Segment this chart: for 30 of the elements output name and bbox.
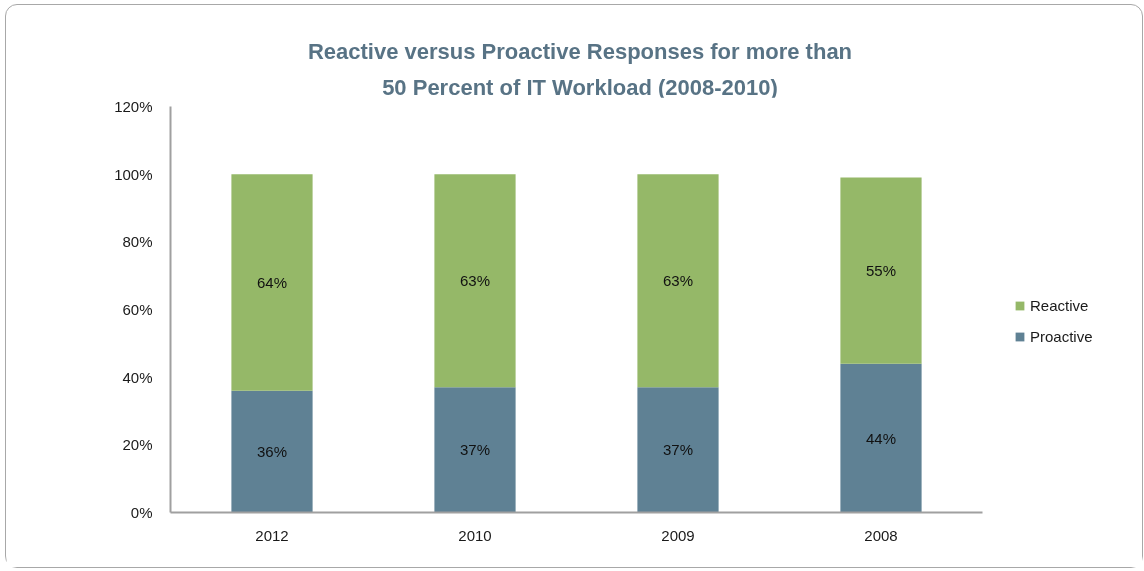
data-label: 37%: [662, 441, 694, 459]
y-tick-label: 0%: [130, 504, 153, 521]
x-tick-label: 2008: [864, 526, 898, 544]
y-tick-label: 80%: [122, 233, 153, 251]
bar: [637, 174, 719, 388]
data-label: 63%: [662, 272, 694, 290]
legend-label: Reactive: [1030, 297, 1089, 314]
data-label: 63%: [459, 272, 491, 290]
x-tick-label: 2009: [661, 526, 695, 544]
data-label: 36%: [256, 443, 288, 461]
data-label: 64%: [256, 273, 288, 291]
bar: [434, 174, 516, 388]
legend-label: Proactive: [1030, 328, 1093, 345]
bar: [231, 390, 313, 513]
data-label: 37%: [459, 441, 491, 459]
x-tick-label: 2012: [255, 526, 289, 544]
data-label: 44%: [865, 429, 897, 447]
bar: [840, 177, 922, 364]
y-tick-label: 60%: [122, 301, 153, 318]
y-tick-label: 40%: [122, 368, 153, 386]
y-tick-label: 120%: [114, 98, 153, 115]
bar: [231, 174, 313, 391]
bar: [637, 387, 719, 513]
chart-title: Reactive versus Proactive Responses for more than 50 Percent of IT Workload (2008-2010): [307, 38, 853, 102]
bar: [840, 363, 922, 513]
y-tick-label: 20%: [122, 436, 153, 454]
y-tick-label: 100%: [114, 165, 153, 183]
x-tick-label: 2010: [458, 526, 492, 544]
data-label: 55%: [865, 262, 897, 280]
bar: [434, 387, 516, 513]
